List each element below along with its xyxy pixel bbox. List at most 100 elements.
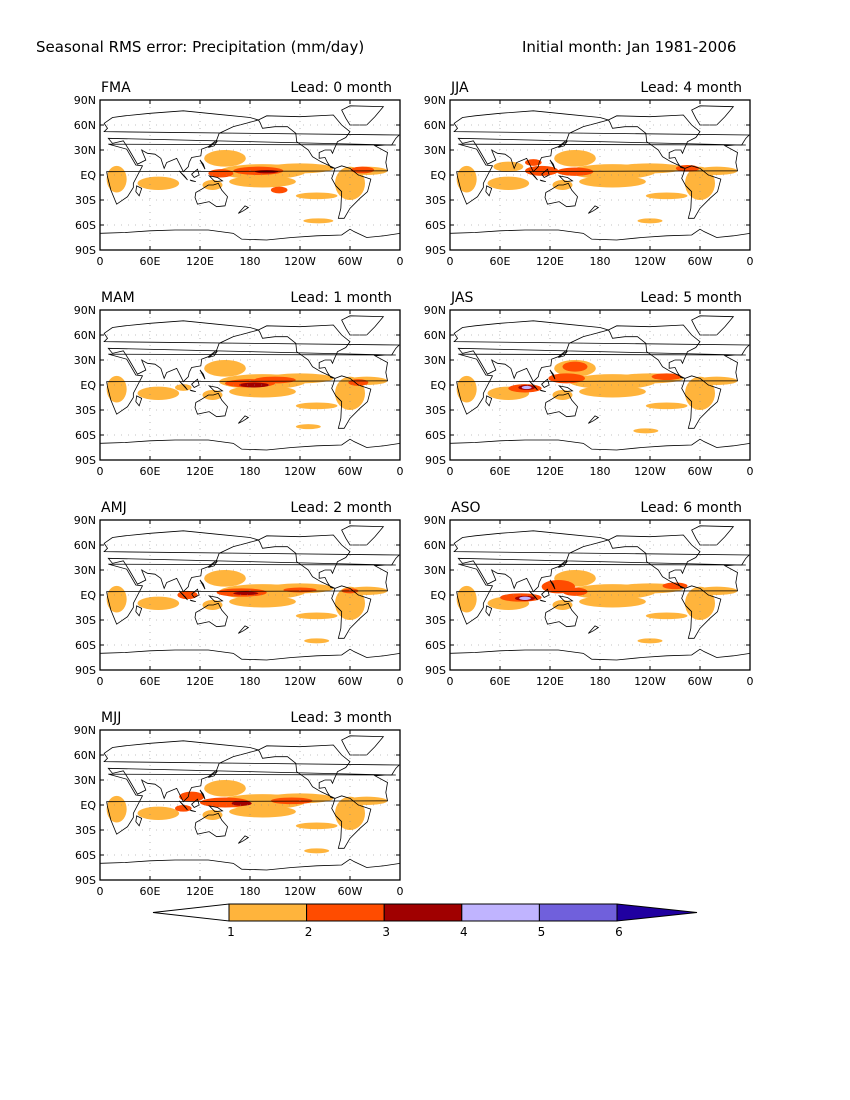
lat-tick-label: 90S [75,244,96,257]
lon-tick-label: 120W [284,675,316,688]
coastline-antarctica [450,648,750,661]
lon-tick-label: 120E [186,465,214,478]
lat-tick-label: 60N [74,539,96,552]
precip-rms-shading [0,583,33,593]
coastline [539,389,546,393]
lat-tick-label: 30S [425,614,446,627]
precip-rms-shading [4,848,29,853]
precip-rms-shading [504,780,546,797]
lon-tick-label: 120W [634,675,666,688]
precip-rms-shading [204,150,246,167]
coastline [135,605,143,617]
map-area [0,730,606,880]
precip-rms-shading [106,795,127,823]
lon-tick-label: 60E [140,255,161,268]
panel-season-label: JJA [450,80,469,96]
lon-tick-label: 0 [447,465,454,478]
precip-rms-shading [137,596,180,610]
precip-rms-shading [529,806,596,818]
precip-rms-shading [229,595,296,608]
coastline [189,599,196,603]
map-area [0,100,400,250]
coastline [208,350,218,358]
coastline [257,744,351,799]
map-area [450,100,823,250]
coastline [681,165,722,219]
lon-tick-label: 120W [284,255,316,268]
lon-tick-label: 0 [447,255,454,268]
lon-tick-label: 60E [140,885,161,898]
precip-rms-shading [819,597,831,600]
coastline [607,324,701,379]
coastline [106,353,396,415]
precip-rms-shading [562,361,588,372]
precip-rms-shading [407,586,427,613]
coastline [607,534,701,589]
coastline [208,770,218,778]
precip-rms-shading [788,387,830,400]
panel-lead-label: Lead: 5 month [640,290,742,306]
precip-rms-shading [685,376,715,411]
lat-tick-label: 60S [75,639,96,652]
coastline [106,563,396,625]
precip-rms-shading [456,585,477,613]
precip-rms-shading [0,164,6,179]
coastline [341,105,385,126]
coastline [208,140,218,148]
lat-tick-label: 60S [425,219,446,232]
precip-rms-shading [175,384,192,391]
map-area [0,520,638,670]
coastline [189,389,196,393]
colorbar-swatch [538,903,618,922]
lat-tick-label: 60S [425,639,446,652]
precip-rms-shading [596,613,638,620]
lon-tick-label: 120W [634,465,666,478]
precip-rms-shading [0,588,17,593]
precip-rms-shading [519,794,606,809]
precip-rms-shading [295,402,338,410]
lon-tick-label: 60W [338,465,363,478]
precip-rms-shading [651,373,682,380]
precip-rms-shading [0,584,6,599]
lon-tick-label: 120W [634,255,666,268]
precip-rms-shading [229,805,296,818]
coastline [103,320,400,383]
precip-rms-shading [106,375,127,403]
lat-tick-label: EQ [430,169,446,182]
coastline-antarctica [100,858,400,871]
lon-tick-label: 60E [490,255,511,268]
precip-rms-shading [757,376,777,403]
lat-tick-label: 60N [424,119,446,132]
lat-tick-label: EQ [80,799,96,812]
precip-rms-shading [604,638,629,643]
coastline [558,140,568,148]
coastline [106,143,396,205]
coastline [528,590,538,601]
precip-rms-shading [233,591,259,595]
coastline [544,182,578,208]
precip-rms-shading [0,793,33,803]
coastline [691,105,735,126]
lat-tick-label: EQ [80,169,96,182]
coastline [453,320,750,383]
panel-season-label: MJJ [101,710,121,726]
coastline [485,185,493,197]
colorbar-swatch [461,903,540,922]
precip-rms-shading [254,170,279,174]
coastline [191,798,200,809]
lon-tick-label: 60W [688,465,713,478]
colorbar: 1 2 3 4 5 6 [152,903,698,939]
lon-tick-label: 60W [338,885,363,898]
precip-rms-shading [793,162,823,172]
panel-lead-label: Lead: 1 month [290,290,392,306]
precip-rms-shading [35,167,65,200]
coastline-antarctica [450,228,750,241]
lon-tick-label: 0 [397,885,404,898]
precip-rms-shading [500,798,550,808]
coastline [199,159,206,170]
colorbar-above-triangle [616,903,698,922]
lon-tick-label: 0 [397,675,404,688]
lat-tick-label: 30S [75,824,96,837]
